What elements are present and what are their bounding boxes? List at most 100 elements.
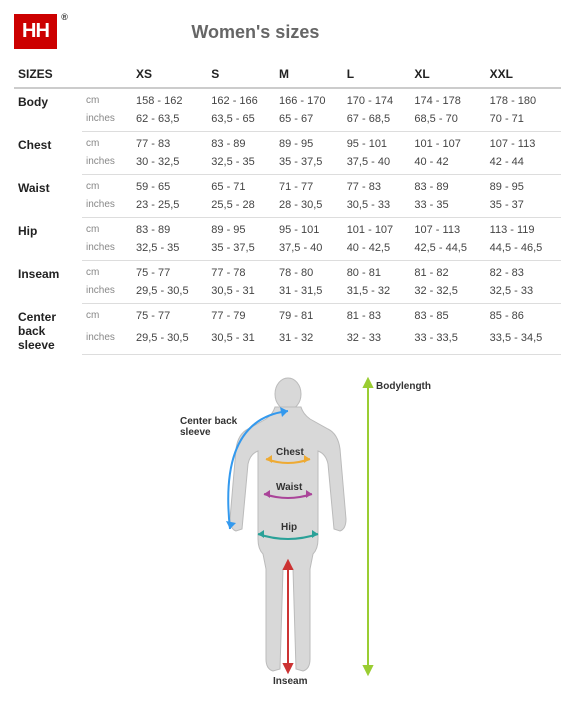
col-header: M: [275, 61, 343, 88]
cell: 83 - 89: [410, 175, 485, 197]
cell: 40 - 42,5: [343, 239, 411, 261]
cell: 77 - 83: [343, 175, 411, 197]
cell: 75 - 77: [132, 261, 207, 283]
label-bodylength: Bodylength: [376, 381, 431, 392]
cell: 77 - 78: [207, 261, 275, 283]
row-label: Centerbacksleeve: [14, 304, 82, 355]
unit-cm: cm: [82, 261, 132, 283]
cell: 77 - 83: [132, 132, 207, 154]
cell: 107 - 113: [486, 132, 561, 154]
unit-cm: cm: [82, 132, 132, 154]
row-label: Body: [14, 88, 82, 132]
row-label: Waist: [14, 175, 82, 218]
label-cbs: Center backsleeve: [180, 416, 238, 438]
cell: 29,5 - 30,5: [132, 329, 207, 355]
cell: 32 - 33: [343, 329, 411, 355]
cell: 32,5 - 35: [132, 239, 207, 261]
row-label: Hip: [14, 218, 82, 261]
cell: 63,5 - 65: [207, 110, 275, 132]
label-inseam: Inseam: [273, 676, 308, 687]
label-waist: Waist: [276, 482, 303, 493]
label-hip: Hip: [281, 522, 297, 533]
cell: 37,5 - 40: [343, 153, 411, 175]
cell: 33,5 - 34,5: [486, 329, 561, 355]
cell: 77 - 79: [207, 304, 275, 330]
cell: 107 - 113: [410, 218, 485, 240]
cell: 25,5 - 28: [207, 196, 275, 218]
cell: 30,5 - 31: [207, 329, 275, 355]
unit-cm: cm: [82, 175, 132, 197]
cell: 85 - 86: [486, 304, 561, 330]
cell: 80 - 81: [343, 261, 411, 283]
cell: 113 - 119: [486, 218, 561, 240]
unit-in: inches: [82, 239, 132, 261]
size-table: SIZESXSSMLXLXXL Bodycm158 - 162162 - 166…: [14, 61, 561, 355]
cell: 30,5 - 33: [343, 196, 411, 218]
body-diagram: Bodylength Center backsleeve Chest Waist…: [14, 369, 561, 699]
row-label: Chest: [14, 132, 82, 175]
cell: 33 - 33,5: [410, 329, 485, 355]
unit-cm: cm: [82, 304, 132, 330]
cell: 68,5 - 70: [410, 110, 485, 132]
unit-in: inches: [82, 153, 132, 175]
cell: 40 - 42: [410, 153, 485, 175]
unit-in: inches: [82, 329, 132, 355]
cell: 95 - 101: [275, 218, 343, 240]
cell: 65 - 71: [207, 175, 275, 197]
cell: 33 - 35: [410, 196, 485, 218]
cell: 82 - 83: [486, 261, 561, 283]
cell: 62 - 63,5: [132, 110, 207, 132]
header: HH Women's sizes: [14, 14, 561, 49]
unit-cm: cm: [82, 218, 132, 240]
cell: 83 - 85: [410, 304, 485, 330]
col-header: XXL: [486, 61, 561, 88]
cell: 83 - 89: [132, 218, 207, 240]
unit-in: inches: [82, 196, 132, 218]
cell: 75 - 77: [132, 304, 207, 330]
cell: 67 - 68,5: [343, 110, 411, 132]
cell: 101 - 107: [343, 218, 411, 240]
unit-in: inches: [82, 110, 132, 132]
cell: 37,5 - 40: [275, 239, 343, 261]
row-label: Inseam: [14, 261, 82, 304]
page-title: Women's sizes: [191, 22, 319, 42]
cell: 170 - 174: [343, 88, 411, 110]
cell: 166 - 170: [275, 88, 343, 110]
cell: 44,5 - 46,5: [486, 239, 561, 261]
col-header: XS: [132, 61, 207, 88]
cell: 174 - 178: [410, 88, 485, 110]
cell: 42,5 - 44,5: [410, 239, 485, 261]
col-header: SIZES: [14, 61, 82, 88]
cell: 31,5 - 32: [343, 282, 411, 304]
cell: 162 - 166: [207, 88, 275, 110]
cell: 32,5 - 33: [486, 282, 561, 304]
cell: 35 - 37,5: [275, 153, 343, 175]
cell: 79 - 81: [275, 304, 343, 330]
cell: 35 - 37,5: [207, 239, 275, 261]
cell: 59 - 65: [132, 175, 207, 197]
cell: 78 - 80: [275, 261, 343, 283]
cell: 89 - 95: [275, 132, 343, 154]
cell: 89 - 95: [486, 175, 561, 197]
cell: 32 - 32,5: [410, 282, 485, 304]
cell: 29,5 - 30,5: [132, 282, 207, 304]
cell: 178 - 180: [486, 88, 561, 110]
cell: 89 - 95: [207, 218, 275, 240]
unit-in: inches: [82, 282, 132, 304]
col-header: XL: [410, 61, 485, 88]
col-header: L: [343, 61, 411, 88]
cell: 158 - 162: [132, 88, 207, 110]
cell: 81 - 82: [410, 261, 485, 283]
cell: 32,5 - 35: [207, 153, 275, 175]
cell: 31 - 32: [275, 329, 343, 355]
cell: 83 - 89: [207, 132, 275, 154]
cell: 30 - 32,5: [132, 153, 207, 175]
label-chest: Chest: [276, 447, 304, 458]
cell: 65 - 67: [275, 110, 343, 132]
cell: 31 - 31,5: [275, 282, 343, 304]
col-header: S: [207, 61, 275, 88]
cell: 28 - 30,5: [275, 196, 343, 218]
cell: 71 - 77: [275, 175, 343, 197]
cell: 42 - 44: [486, 153, 561, 175]
brand-logo: HH: [14, 14, 57, 49]
